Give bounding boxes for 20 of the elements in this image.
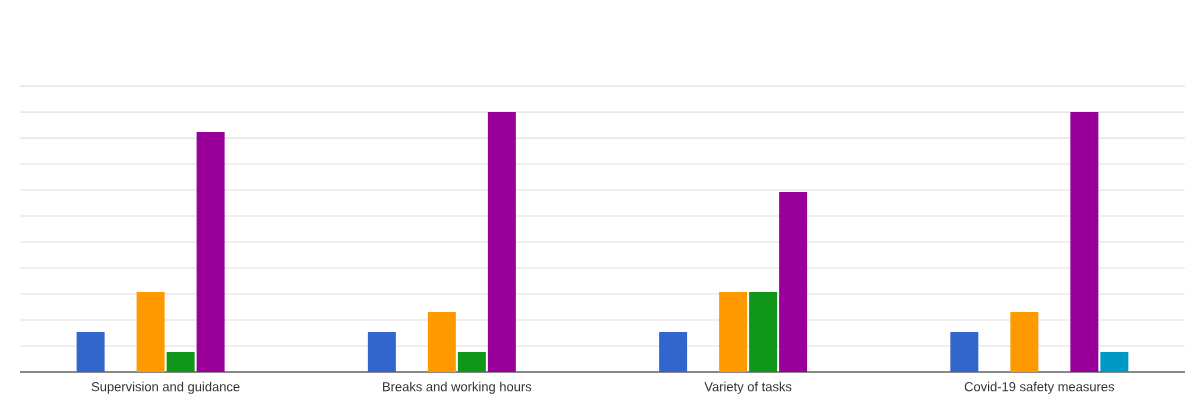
bar — [196, 132, 225, 372]
bar — [749, 291, 778, 372]
bar — [719, 291, 748, 372]
bar — [457, 351, 486, 372]
bar — [1070, 112, 1099, 372]
x-tick-label: Covid-19 safety measures — [964, 381, 1115, 394]
bar — [779, 192, 808, 372]
bar — [136, 291, 165, 372]
bar — [1010, 311, 1039, 372]
bar — [166, 351, 195, 372]
bar — [427, 311, 456, 372]
x-tick-label: Supervision and guidance — [91, 381, 240, 394]
bar — [950, 331, 979, 372]
bar — [367, 331, 396, 372]
x-tick-label: Breaks and working hours — [383, 381, 532, 394]
x-tick-label: Variety of tasks — [704, 381, 792, 394]
bar — [1100, 351, 1129, 372]
bar — [659, 331, 688, 372]
bar — [76, 331, 105, 372]
bar — [487, 112, 516, 372]
